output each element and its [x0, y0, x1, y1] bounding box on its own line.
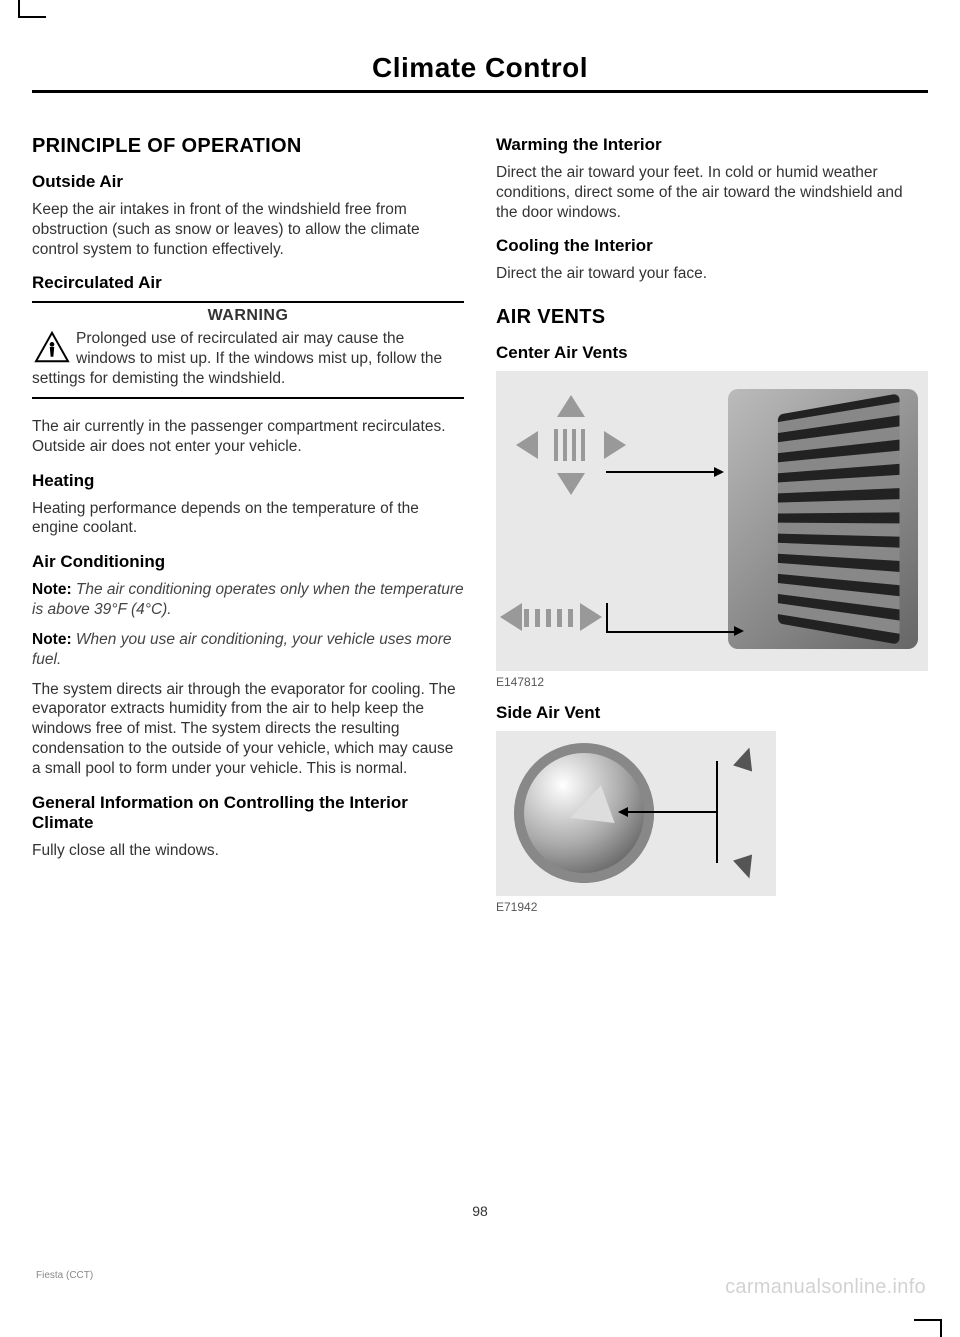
warning-body: Prolonged use of recirculated air may ca… [32, 329, 464, 388]
page-title: Climate Control [32, 52, 928, 84]
note-aircon-2: Note: When you use air conditioning, you… [32, 630, 464, 670]
figure-id-side: E71942 [496, 900, 928, 914]
heading-center-vents: Center Air Vents [496, 343, 928, 363]
text-heating: Heating performance depends on the tempe… [32, 499, 464, 539]
heading-air-conditioning: Air Conditioning [32, 552, 464, 572]
vent-grille-illustration [728, 389, 918, 649]
arrow-down-icon [733, 855, 759, 882]
arrow-left-icon [516, 431, 538, 459]
note2-label: Note: [32, 631, 72, 648]
note1-label: Note: [32, 581, 72, 598]
page-header: Climate Control [32, 52, 928, 93]
leader-line-2 [606, 603, 736, 633]
warning-box: WARNING Prolonged use of recirculated ai… [32, 301, 464, 398]
warning-text: Prolonged use of recirculated air may ca… [32, 330, 442, 387]
direction-arrows-top [516, 395, 626, 495]
figure-side-vent [496, 731, 776, 896]
section-air-vents-title: AIR VENTS [496, 306, 928, 329]
heading-warming: Warming the Interior [496, 135, 928, 155]
crop-mark-bottom-right [914, 1319, 942, 1337]
arrow-up-icon [733, 745, 759, 772]
note2-body: When you use air conditioning, your vehi… [32, 631, 452, 668]
arrow-right-icon [604, 431, 626, 459]
text-outside-air: Keep the air intakes in front of the win… [32, 200, 464, 259]
text-recirc-after: The air currently in the passenger compa… [32, 417, 464, 457]
center-bars-icon [554, 429, 588, 461]
text-general: Fully close all the windows. [32, 841, 464, 861]
arrow-down-icon [557, 473, 585, 495]
note-aircon-1: Note: The air conditioning operates only… [32, 580, 464, 620]
arrow-right-icon [580, 603, 602, 631]
horizontal-bars-icon [524, 609, 576, 627]
footer-vehicle-code: Fiesta (CCT) [36, 1270, 93, 1281]
page-number: 98 [0, 1203, 960, 1219]
leader-line-side [626, 811, 718, 813]
figure-center-vents [496, 371, 928, 671]
heading-side-vent: Side Air Vent [496, 703, 928, 723]
arrow-left-icon [500, 603, 522, 631]
leader-line-1 [606, 471, 716, 473]
side-direction-arrows [706, 743, 762, 883]
heading-general-info: General Information on Controlling the I… [32, 793, 464, 833]
left-column: PRINCIPLE OF OPERATION Outside Air Keep … [32, 135, 464, 928]
heading-recirculated-air: Recirculated Air [32, 273, 464, 293]
heading-heating: Heating [32, 471, 464, 491]
crop-mark-top-left [18, 0, 46, 18]
note1-body: The air conditioning operates only when … [32, 581, 464, 618]
right-column: Warming the Interior Direct the air towa… [496, 135, 928, 928]
text-aircon: The system directs air through the evapo… [32, 680, 464, 779]
heading-cooling: Cooling the Interior [496, 236, 928, 256]
warning-label: WARNING [32, 307, 464, 325]
warning-triangle-icon [34, 331, 70, 363]
section-principle-title: PRINCIPLE OF OPERATION [32, 135, 464, 158]
arrow-up-icon [557, 395, 585, 417]
heading-outside-air: Outside Air [32, 172, 464, 192]
figure-id-center: E147812 [496, 675, 928, 689]
text-cooling: Direct the air toward your face. [496, 264, 928, 284]
side-vent-dial-illustration [514, 743, 654, 883]
text-warming: Direct the air toward your feet. In cold… [496, 163, 928, 222]
watermark-text: carmanualsonline.info [725, 1276, 926, 1299]
content-columns: PRINCIPLE OF OPERATION Outside Air Keep … [32, 135, 928, 928]
